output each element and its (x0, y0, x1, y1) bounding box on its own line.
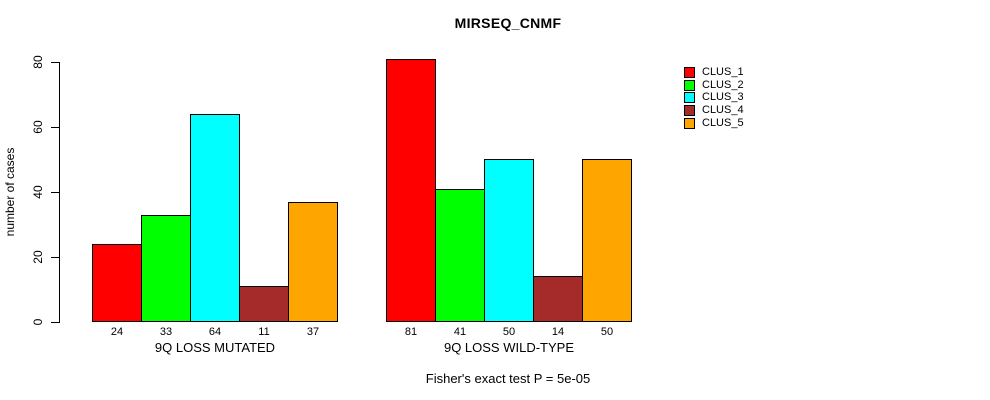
bar-value-label-9q-loss-mutated-clus-2: 33 (159, 326, 173, 338)
legend-item-clus-2: CLUS_2 (684, 79, 744, 92)
bar-value-label-9q-loss-mutated-clus-5: 37 (306, 326, 320, 338)
bar-9q-loss-mutated-clus-2 (141, 215, 191, 322)
bar-9q-loss-mutated-clus-4 (239, 286, 289, 322)
legend: CLUS_1 CLUS_2 CLUS_3 CLUS_4 CLUS_5 (684, 66, 744, 130)
legend-label-clus-2: CLUS_2 (702, 78, 744, 91)
y-tick-20 (51, 257, 59, 258)
bar-9q-loss-wild-type-clus-1 (386, 59, 436, 322)
legend-item-clus-4: CLUS_4 (684, 104, 744, 117)
y-axis-line (59, 62, 60, 323)
y-tick-40 (51, 192, 59, 193)
bar-value-label-9q-loss-wild-type-clus-2: 41 (453, 326, 467, 338)
bar-9q-loss-mutated-clus-1 (92, 244, 142, 322)
bar-value-label-9q-loss-mutated-clus-4: 11 (258, 326, 270, 338)
footer-caption: Fisher's exact test P = 5e-05 (425, 371, 591, 386)
bar-9q-loss-mutated-clus-3 (190, 114, 240, 322)
legend-item-clus-5: CLUS_5 (684, 117, 744, 130)
bar-value-label-9q-loss-wild-type-clus-5: 50 (600, 326, 614, 338)
bar-value-label-9q-loss-wild-type-clus-3: 50 (502, 326, 516, 338)
y-tick-label-20: 20 (31, 250, 45, 264)
bar-9q-loss-wild-type-clus-3 (484, 159, 534, 322)
legend-swatch-clus-5 (684, 118, 695, 130)
legend-swatch-clus-2 (684, 79, 695, 91)
bar-9q-loss-wild-type-clus-5 (582, 159, 632, 322)
group-label-9q-loss-wild-type: 9Q LOSS WILD-TYPE (443, 340, 575, 355)
y-tick-label-40: 40 (31, 185, 45, 199)
y-tick-60 (51, 127, 59, 128)
legend-swatch-clus-3 (684, 92, 695, 104)
y-tick-0 (51, 322, 59, 323)
y-tick-label-0: 0 (31, 318, 45, 326)
legend-label-clus-5: CLUS_5 (702, 117, 744, 130)
y-tick-label-60: 60 (31, 120, 45, 134)
bar-value-label-9q-loss-wild-type-clus-4: 14 (551, 326, 565, 338)
y-axis-label: number of cases (3, 147, 17, 237)
bar-9q-loss-wild-type-clus-4 (533, 276, 583, 322)
legend-label-clus-1: CLUS_1 (702, 65, 744, 78)
legend-label-clus-4: CLUS_4 (702, 104, 744, 117)
bar-value-label-9q-loss-mutated-clus-3: 64 (208, 326, 222, 338)
legend-label-clus-3: CLUS_3 (702, 91, 744, 104)
y-tick-80 (51, 62, 59, 63)
bar-value-label-9q-loss-wild-type-clus-1: 81 (404, 326, 418, 338)
bar-value-label-9q-loss-mutated-clus-1: 24 (110, 326, 124, 338)
legend-item-clus-3: CLUS_3 (684, 92, 744, 105)
group-label-9q-loss-mutated: 9Q LOSS MUTATED (154, 340, 276, 355)
bar-9q-loss-mutated-clus-5 (288, 202, 338, 322)
y-tick-label-80: 80 (31, 55, 45, 69)
chart-title: MIRSEQ_CNMF (454, 15, 562, 31)
legend-item-clus-1: CLUS_1 (684, 66, 744, 79)
legend-swatch-clus-1 (684, 66, 695, 78)
legend-swatch-clus-4 (684, 105, 695, 117)
bar-9q-loss-wild-type-clus-2 (435, 189, 485, 322)
